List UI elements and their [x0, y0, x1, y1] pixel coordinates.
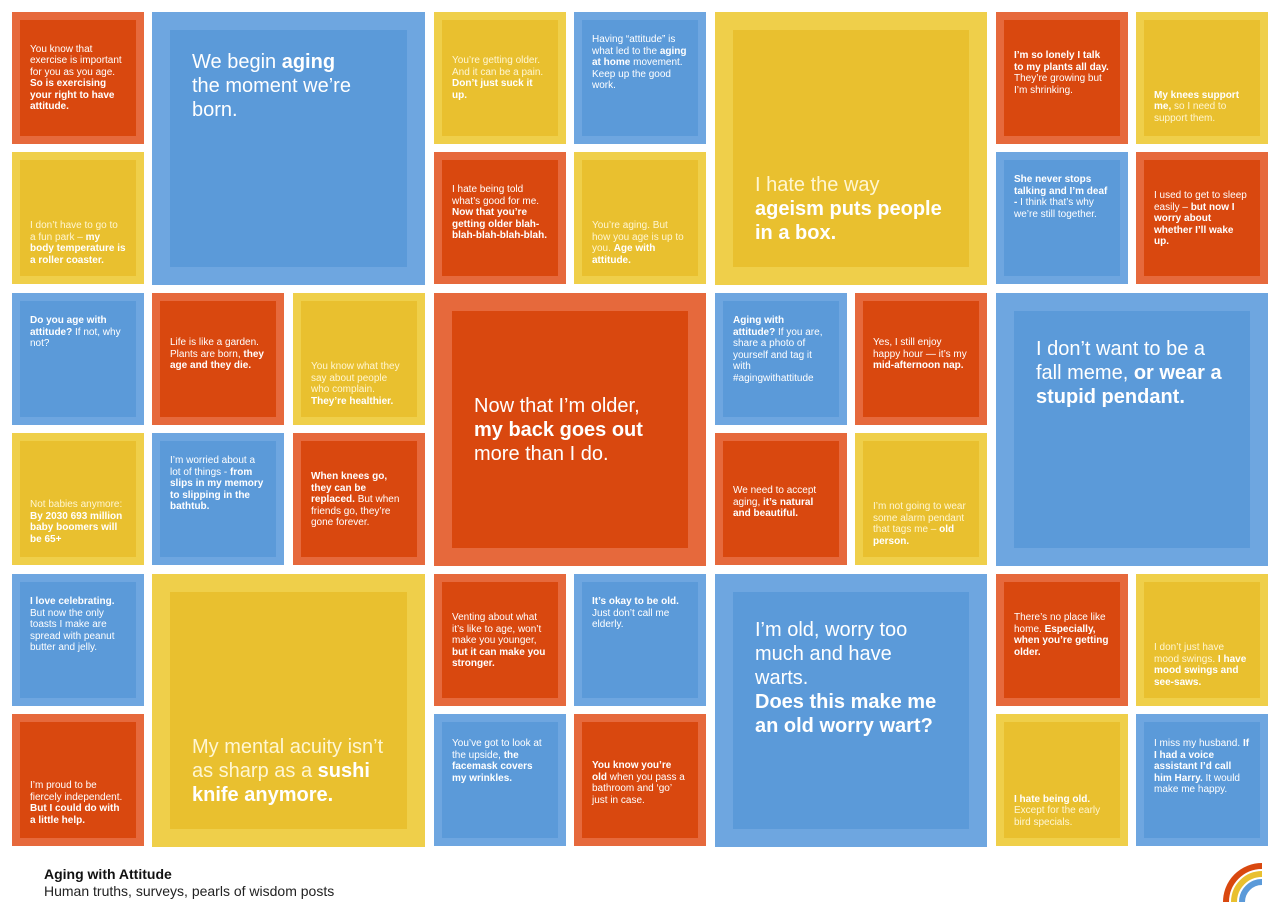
- post-text: There’s no place like home. Especially, …: [1014, 612, 1109, 658]
- post-tile-pain: You’re getting older. And it can be a pa…: [434, 12, 566, 144]
- post-tile-back-goes-out: Now that I’m older, my back goes out more …: [434, 293, 706, 566]
- post-tile-told-good: I hate being told what’s good for me. No…: [434, 152, 566, 284]
- post-tile-youre-aging: You’re aging. But how you age is up to y…: [574, 152, 706, 284]
- post-tile-fun-park: I don’t have to go to a fun park – my bo…: [12, 152, 144, 284]
- post-tile-aging-at-home: Having “attitude” is what led to the agi…: [574, 12, 706, 144]
- post-text: Yes, I still enjoy happy hour — it’s my …: [873, 337, 967, 371]
- post-tile-begin-aging: We begin aging the moment we’re born.: [152, 12, 425, 285]
- post-text: You know that exercise is important for …: [30, 43, 122, 113]
- post-text: Do you age with attitude? If not, why no…: [30, 315, 121, 349]
- post-tile-complain: You know what they say about people who …: [293, 293, 425, 425]
- post-tile-voice-assistant: I miss my husband. If I had a voice assi…: [1136, 714, 1268, 846]
- post-tile-age-attitude: Do you age with attitude? If not, why no…: [12, 293, 144, 425]
- post-tile-worried: I’m worried about a lot of things - from…: [152, 433, 284, 565]
- post-tile-no-place-like-home: There’s no place like home. Especially, …: [996, 574, 1128, 706]
- post-text: I hate being old. Except for the early b…: [1014, 793, 1101, 828]
- post-text: I’m not going to wear some alarm pendant…: [873, 501, 966, 547]
- post-tile-knees-replaced: When knees go, they can be replaced. But…: [293, 433, 425, 565]
- footer-subtitle: Human truths, surveys, pearls of wisdom …: [44, 883, 335, 899]
- post-text: Aging with attitude? If you are, share a…: [733, 315, 823, 384]
- post-text: She never stops talking and I’m deaf - I…: [1014, 174, 1108, 220]
- post-text: Having “attitude” is what led to the agi…: [592, 34, 687, 91]
- post-text: I hate being told what’s good for me. No…: [452, 184, 547, 241]
- post-text: I miss my husband. If I had a voice assi…: [1154, 738, 1250, 795]
- post-tile-baby-boomers: Not babies anymore: By 2030 693 million …: [12, 433, 144, 565]
- post-text: Now that I’m older, my back goes out more …: [474, 394, 643, 465]
- post-tile-independent: I’m proud to be fiercely independent. Bu…: [12, 714, 144, 846]
- post-tile-happy-hour: Yes, I still enjoy happy hour — it’s my …: [855, 293, 987, 425]
- post-tile-worry-wart: I’m old, worry too much and have warts. D…: [715, 574, 987, 847]
- post-text: When knees go, they can be replaced. But…: [311, 471, 400, 528]
- post-tile-celebrating: I love celebrating. But now the only toa…: [12, 574, 144, 706]
- post-text: We begin aging the moment we’re born.: [192, 51, 351, 121]
- post-tile-garden: Life is like a garden. Plants are born, …: [152, 293, 284, 425]
- post-tile-facemask: You’ve got to look at the upside, the fa…: [434, 714, 566, 846]
- post-text: Life is like a garden. Plants are born, …: [170, 337, 264, 371]
- post-tile-okay-old: It’s okay to be old. Just don’t call me …: [574, 574, 706, 706]
- post-tile-mood-swings: I don’t just have mood swings. I have mo…: [1136, 574, 1268, 706]
- post-text: I’m so lonely I talk to my plants all da…: [1014, 50, 1109, 96]
- post-text: I’m worried about a lot of things - from…: [170, 455, 264, 512]
- post-tile-lonely: I’m so lonely I talk to my plants all da…: [996, 12, 1128, 144]
- post-text: I hate the way ageism puts people in a bo…: [755, 174, 942, 244]
- post-text: I don’t have to go to a fun park – my bo…: [30, 220, 126, 266]
- rainbow-icon: [1223, 863, 1263, 902]
- post-text: I’m proud to be fiercely independent. Bu…: [30, 780, 123, 826]
- post-text: My mental acuity isn’t as sharp as a sus…: [192, 736, 384, 806]
- post-text: Not babies anymore: By 2030 693 million …: [30, 499, 123, 545]
- post-tile-never-stops: She never stops talking and I’m deaf - I…: [996, 152, 1128, 284]
- post-text: You know what they say about people who …: [311, 361, 400, 407]
- post-tile-fall-meme: I don’t want to be a fall meme, or wear …: [996, 293, 1268, 566]
- post-text: I’m old, worry too much and have warts. D…: [755, 619, 937, 737]
- post-text: We need to accept aging, it’s natural an…: [733, 485, 817, 519]
- post-text: Venting about what it’s like to age, won…: [452, 612, 546, 669]
- post-tile-bathroom: You know you’re old when you pass a bath…: [574, 714, 706, 846]
- post-tile-share-photo: Aging with attitude? If you are, share a…: [715, 293, 847, 425]
- post-text: I used to get to sleep easily – but now …: [1154, 190, 1247, 247]
- post-text: I don’t just have mood swings. I have mo…: [1154, 642, 1247, 688]
- post-tile-accept-aging: We need to accept aging, it’s natural an…: [715, 433, 847, 565]
- post-tile-exercise: You know that exercise is important for …: [12, 12, 144, 144]
- post-tile-sleep: I used to get to sleep easily – but now …: [1136, 152, 1268, 284]
- post-text: You’ve got to look at the upside, the fa…: [452, 738, 542, 784]
- post-tile-alarm-pendant: I’m not going to wear some alarm pendant…: [855, 433, 987, 565]
- footer-title: Aging with Attitude: [44, 866, 172, 882]
- post-tile-ageism: I hate the way ageism puts people in a bo…: [715, 12, 987, 285]
- post-text: I love celebrating. But now the only toa…: [30, 596, 115, 653]
- post-text: You’re aging. But how you age is up to y…: [592, 220, 684, 266]
- post-tile-knees-support: My knees support me, so I need to suppor…: [1136, 12, 1268, 144]
- post-text: You know you’re old when you pass a bath…: [592, 760, 685, 806]
- post-text: I don’t want to be a fall meme, or wear …: [1036, 338, 1222, 408]
- post-text: You’re getting older. And it can be a pa…: [452, 55, 544, 101]
- post-text: It’s okay to be old. Just don’t call me …: [592, 596, 679, 630]
- post-tile-hate-being-old: I hate being old. Except for the early b…: [996, 714, 1128, 846]
- post-tile-sushi-knife: My mental acuity isn’t as sharp as a sus…: [152, 574, 425, 847]
- post-text: My knees support me, so I need to suppor…: [1154, 89, 1240, 124]
- post-tile-venting: Venting about what it’s like to age, won…: [434, 574, 566, 706]
